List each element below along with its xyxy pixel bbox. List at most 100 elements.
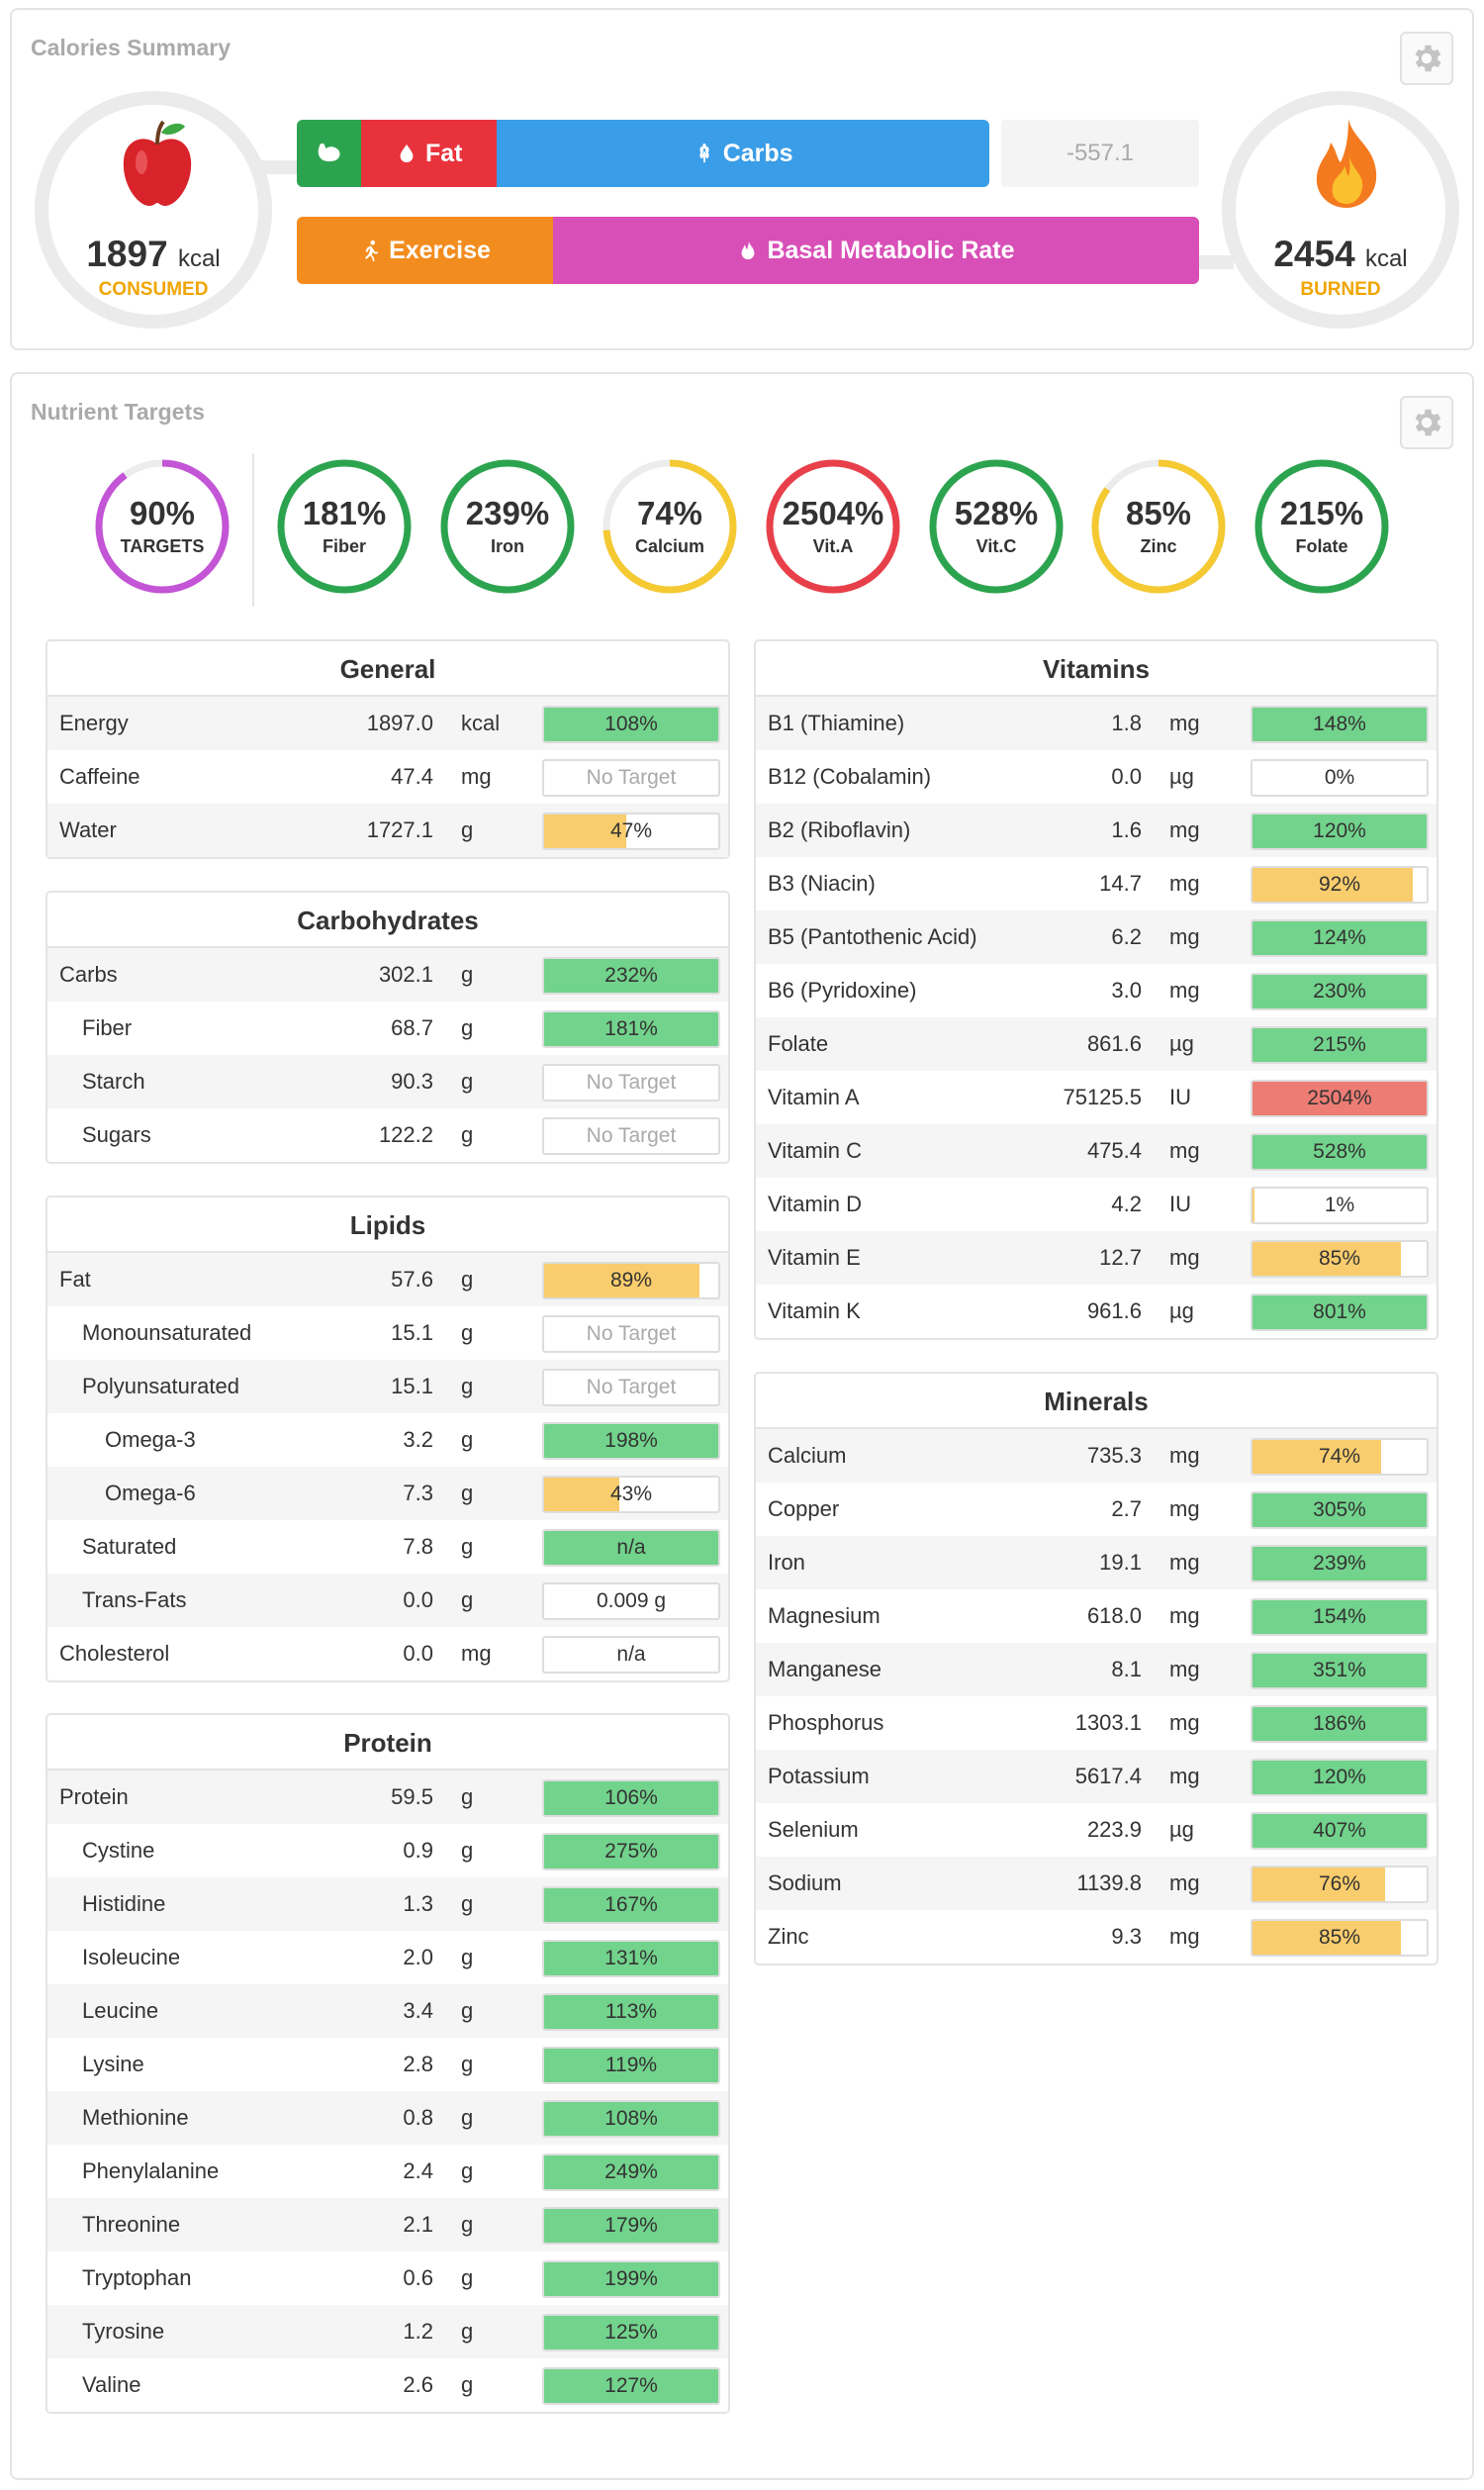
nutrient-row[interactable]: Vitamin A 75125.5 IU 2504% xyxy=(756,1071,1437,1124)
nutrient-row[interactable]: Fat 57.6 g 89% xyxy=(47,1253,728,1306)
target-progress-bar: 113% xyxy=(542,1993,720,2031)
nutrient-name: Manganese xyxy=(768,1657,881,1681)
nutrient-row[interactable]: Vitamin E 12.7 mg 85% xyxy=(756,1231,1437,1285)
progress-text: 124% xyxy=(1313,926,1366,949)
nutrient-amount: 302.1 xyxy=(378,962,433,987)
nutrient-row[interactable]: Energy 1897.0 kcal 108% xyxy=(47,697,728,750)
consumed-calories: 1897 kcal xyxy=(86,234,221,274)
ring-label: TARGETS xyxy=(120,536,205,556)
nutrient-name: Sugars xyxy=(82,1122,151,1147)
nutrient-row[interactable]: B6 (Pyridoxine) 3.0 mg 230% xyxy=(756,964,1437,1017)
nutrient-row[interactable]: Isoleucine 2.0 g 131% xyxy=(47,1931,728,1984)
nutrient-row[interactable]: B3 (Niacin) 14.7 mg 92% xyxy=(756,857,1437,910)
nutrient-row[interactable]: Calcium 735.3 mg 74% xyxy=(756,1429,1437,1483)
target-ring-targets[interactable]: 90% TARGETS xyxy=(91,455,233,598)
ring-label: Vit.C xyxy=(975,536,1017,556)
nutrient-row[interactable]: Manganese 8.1 mg 351% xyxy=(756,1643,1437,1696)
target-progress-bar: No Target xyxy=(542,1315,720,1353)
nutrient-row[interactable]: B2 (Riboflavin) 1.6 mg 120% xyxy=(756,804,1437,857)
nutrient-row[interactable]: Vitamin K 961.6 µg 801% xyxy=(756,1285,1437,1338)
nutrient-row[interactable]: Vitamin D 4.2 IU 1% xyxy=(756,1178,1437,1231)
nutrient-row[interactable]: Protein 59.5 g 106% xyxy=(47,1771,728,1824)
nutrient-amount: 1897.0 xyxy=(366,711,433,735)
progress-text: 47% xyxy=(609,819,653,842)
burned-segment-label: Basal Metabolic Rate xyxy=(767,236,1015,264)
progress-text: 85% xyxy=(1318,1926,1361,1949)
target-progress-bar: 232% xyxy=(542,957,720,995)
nutrient-row[interactable]: Cystine 0.9 g 275% xyxy=(47,1824,728,1877)
nutrient-row[interactable]: Histidine 1.3 g 167% xyxy=(47,1877,728,1931)
target-ring-vit-a[interactable]: 2504% Vit.A xyxy=(762,455,904,598)
nutrient-row[interactable]: Omega-3 3.2 g 198% xyxy=(47,1413,728,1467)
nutrient-name: Zinc xyxy=(768,1924,809,1949)
nutrient-name: Monounsaturated xyxy=(82,1320,252,1345)
progress-text: 199% xyxy=(604,2267,658,2290)
nutrient-row[interactable]: Tyrosine 1.2 g 125% xyxy=(47,2305,728,2358)
nutrient-row[interactable]: Methionine 0.8 g 108% xyxy=(47,2091,728,2145)
target-progress-bar: 407% xyxy=(1251,1812,1429,1850)
nutrient-row[interactable]: Sodium 1139.8 mg 76% xyxy=(756,1857,1437,1910)
nutrient-unit: mg xyxy=(1169,1550,1200,1575)
nutrient-row[interactable]: Polyunsaturated 15.1 g No Target xyxy=(47,1360,728,1413)
nutrient-row[interactable]: Water 1727.1 g 47% xyxy=(47,804,728,857)
target-progress-bar: 0.009 g xyxy=(542,1582,720,1620)
ring-label: Iron xyxy=(491,536,524,556)
nutrient-unit: mg xyxy=(1169,1603,1200,1628)
nutrient-row[interactable]: Caffeine 47.4 mg No Target xyxy=(47,750,728,804)
nutrient-row[interactable]: Valine 2.6 g 127% xyxy=(47,2358,728,2412)
nutrient-row[interactable]: Monounsaturated 15.1 g No Target xyxy=(47,1306,728,1360)
nutrient-row[interactable]: Lysine 2.8 g 119% xyxy=(47,2038,728,2091)
nutrient-row[interactable]: Sugars 122.2 g No Target xyxy=(47,1108,728,1162)
nutrient-row[interactable]: Leucine 3.4 g 113% xyxy=(47,1984,728,2038)
nutrient-row[interactable]: Trans-Fats 0.0 g 0.009 g xyxy=(47,1574,728,1627)
progress-fill xyxy=(1252,975,1427,1008)
target-ring-calcium[interactable]: 74% Calcium xyxy=(599,455,741,598)
consumed-label: CONSUMED xyxy=(98,279,209,300)
nutrient-name: Fiber xyxy=(82,1015,133,1040)
nutrient-row[interactable]: B1 (Thiamine) 1.8 mg 148% xyxy=(756,697,1437,750)
nutrient-row[interactable]: Phosphorus 1303.1 mg 186% xyxy=(756,1696,1437,1750)
nutrient-row[interactable]: Starch 90.3 g No Target xyxy=(47,1055,728,1108)
nutrient-row[interactable]: Copper 2.7 mg 305% xyxy=(756,1483,1437,1536)
nutrient-row[interactable]: Phenylalanine 2.4 g 249% xyxy=(47,2145,728,2198)
nutrient-unit: g xyxy=(461,1267,474,1292)
target-ring-folate[interactable]: 215% Folate xyxy=(1251,455,1393,598)
calories-settings-button[interactable] xyxy=(1400,32,1453,85)
progress-fill xyxy=(1252,868,1413,902)
nutrient-row[interactable]: Folate 861.6 µg 215% xyxy=(756,1017,1437,1071)
nutrient-row[interactable]: Selenium 223.9 µg 407% xyxy=(756,1803,1437,1857)
nutrient-amount: 1.6 xyxy=(1111,817,1142,842)
target-ring-fiber[interactable]: 181% Fiber xyxy=(273,455,416,598)
target-ring-vit-c[interactable]: 528% Vit.C xyxy=(925,455,1067,598)
nutrient-row[interactable]: Zinc 9.3 mg 85% xyxy=(756,1910,1437,1963)
nutrient-row[interactable]: Magnesium 618.0 mg 154% xyxy=(756,1589,1437,1643)
target-ring-zinc[interactable]: 85% Zinc xyxy=(1087,455,1230,598)
target-progress-bar: 124% xyxy=(1251,919,1429,957)
target-ring-iron[interactable]: 239% Iron xyxy=(436,455,579,598)
ring-progress xyxy=(1091,459,1226,594)
ring-value: 181% xyxy=(302,495,387,531)
progress-text: 154% xyxy=(1313,1605,1366,1628)
nutrient-row[interactable]: Potassium 5617.4 mg 120% xyxy=(756,1750,1437,1803)
nutrient-row[interactable]: Fiber 68.7 g 181% xyxy=(47,1002,728,1055)
ring-progress xyxy=(766,459,900,594)
ring-value: 239% xyxy=(465,495,550,531)
nutrient-row[interactable]: Omega-6 7.3 g 43% xyxy=(47,1467,728,1520)
nutrient-row[interactable]: B12 (Cobalamin) 0.0 µg 0% xyxy=(756,750,1437,804)
nutrient-row[interactable]: Vitamin C 475.4 mg 528% xyxy=(756,1124,1437,1178)
targets-settings-button[interactable] xyxy=(1400,396,1453,449)
nutrient-row[interactable]: Iron 19.1 mg 239% xyxy=(756,1536,1437,1589)
nutrient-row[interactable]: Cholesterol 0.0 mg n/a xyxy=(47,1627,728,1680)
nutrient-row[interactable]: Carbs 302.1 g 232% xyxy=(47,948,728,1002)
progress-text: n/a xyxy=(616,1536,646,1559)
progress-text: 148% xyxy=(1313,713,1366,735)
nutrient-row[interactable]: B5 (Pantothenic Acid) 6.2 mg 124% xyxy=(756,910,1437,964)
nutrient-row[interactable]: Tryptophan 0.6 g 199% xyxy=(47,2251,728,2305)
nutrient-row[interactable]: Threonine 2.1 g 179% xyxy=(47,2198,728,2251)
nutrient-row[interactable]: Saturated 7.8 g n/a xyxy=(47,1520,728,1574)
nutrient-name: Saturated xyxy=(82,1534,177,1559)
ring-value: 90% xyxy=(129,495,196,531)
nutrient-unit: mg xyxy=(1169,1710,1200,1735)
nutrient-unit: mg xyxy=(1169,1870,1200,1895)
nutrient-unit: mg xyxy=(1169,1764,1200,1788)
